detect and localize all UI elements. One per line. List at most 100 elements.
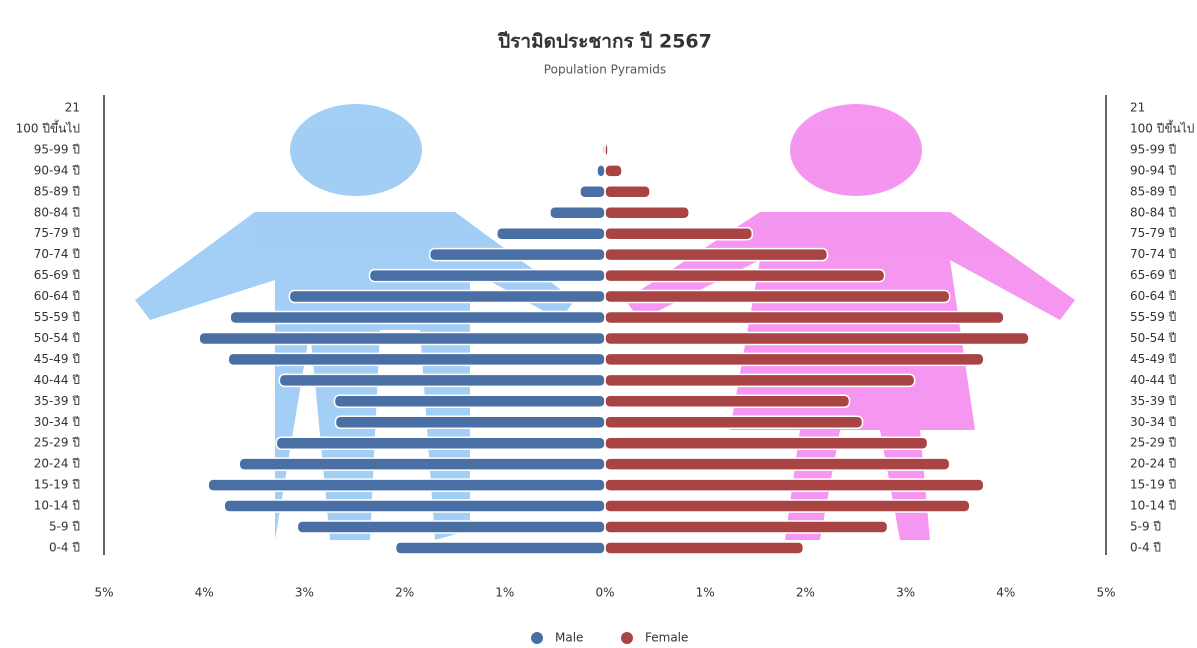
y-tick-label: 95-99 ปี — [1130, 142, 1176, 156]
y-tick-label: 30-34 ปี — [1130, 415, 1176, 429]
x-tick-label: 5% — [1096, 586, 1115, 600]
y-tick-label: 55-59 ปี — [34, 310, 80, 324]
bar — [605, 437, 928, 449]
y-tick-label: 75-79 ปี — [34, 226, 80, 240]
bar — [605, 395, 849, 407]
female-head — [790, 104, 922, 196]
y-tick-label: 45-49 ปี — [34, 352, 80, 366]
y-tick-label: 45-49 ปี — [1130, 352, 1176, 366]
bar — [224, 500, 605, 512]
y-tick-label: 0-4 ปี — [1130, 540, 1161, 554]
bar — [605, 123, 606, 135]
bar — [497, 228, 605, 240]
y-tick-label: 30-34 ปี — [34, 415, 80, 429]
bar — [230, 312, 605, 324]
bar — [279, 374, 605, 386]
x-tick-label: 5% — [94, 586, 113, 600]
bar — [276, 437, 605, 449]
y-tick-label: 20-24 ปี — [1130, 457, 1176, 471]
y-tick-label: 25-29 ปี — [1130, 436, 1176, 450]
y-tick-label: 15-19 ปี — [1130, 478, 1176, 492]
x-tick-label: 4% — [195, 586, 214, 600]
legend-label: Male — [555, 631, 583, 645]
y-tick-label: 50-54 ปี — [34, 331, 80, 345]
y-tick-label: 55-59 ปี — [1130, 310, 1176, 324]
legend-marker — [531, 632, 543, 644]
y-tick-label: 85-89 ปี — [34, 184, 80, 198]
y-tick-label: 5-9 ปี — [1130, 520, 1161, 534]
y-tick-label: 60-64 ปี — [1130, 289, 1176, 303]
bar — [239, 458, 605, 470]
bar — [605, 186, 650, 198]
bar — [605, 249, 827, 261]
bar — [605, 416, 863, 428]
y-tick-label: 10-14 ปี — [34, 499, 80, 513]
y-tick-label: 0-4 ปี — [49, 540, 80, 554]
bar — [199, 332, 605, 344]
y-tick-label: 40-44 ปี — [34, 373, 80, 387]
y-tick-label: 95-99 ปี — [34, 142, 80, 156]
y-tick-label: 40-44 ปี — [1130, 373, 1176, 387]
bar — [605, 228, 752, 240]
y-tick-label: 100 ปีขึ้นไป — [16, 119, 80, 135]
bar — [605, 479, 984, 491]
bar — [605, 500, 970, 512]
bar — [605, 270, 885, 282]
bar — [430, 249, 605, 261]
bar — [334, 395, 605, 407]
bar — [335, 416, 605, 428]
bar — [605, 144, 608, 156]
bar — [208, 479, 605, 491]
bar — [550, 207, 605, 219]
bar — [228, 353, 605, 365]
y-tick-label: 80-84 ปี — [34, 205, 80, 219]
y-tick-label: 80-84 ปี — [1130, 205, 1176, 219]
y-tick-label: 85-89 ปี — [1130, 184, 1176, 198]
bar — [605, 521, 888, 533]
bar — [597, 165, 605, 177]
y-tick-label: 35-39 ปี — [34, 394, 80, 408]
chart-subtitle: Population Pyramids — [544, 63, 666, 77]
bar — [605, 542, 803, 554]
y-tick-label: 20-24 ปี — [34, 457, 80, 471]
x-tick-label: 0% — [595, 586, 614, 600]
bar — [396, 542, 605, 554]
y-tick-label: 35-39 ปี — [1130, 394, 1176, 408]
x-tick-label: 4% — [996, 586, 1015, 600]
x-tick-label: 3% — [295, 586, 314, 600]
legend-marker — [621, 632, 633, 644]
y-tick-label: 75-79 ปี — [1130, 226, 1176, 240]
bar — [605, 207, 689, 219]
x-tick-label: 1% — [696, 586, 715, 600]
bar — [605, 291, 950, 303]
y-tick-label: 10-14 ปี — [1130, 499, 1176, 513]
y-tick-label: 100 ปีขึ้นไป — [1130, 119, 1194, 135]
y-tick-label: 70-74 ปี — [34, 247, 80, 261]
page: ปีรามิดประชากร ปี 2567 Population Pyrami… — [0, 0, 1197, 648]
chart-title: ปีรามิดประชากร ปี 2567 — [497, 31, 712, 53]
y-tick-label: 15-19 ปี — [34, 478, 80, 492]
bar — [605, 165, 622, 177]
male-head — [290, 104, 422, 196]
bar — [580, 186, 605, 198]
chart: ปีรามิดประชากร ปี 2567 Population Pyrami… — [0, 0, 1197, 648]
bar — [605, 374, 915, 386]
bar — [297, 521, 605, 533]
y-tick-label: 21 — [1130, 101, 1145, 115]
y-tick-label: 90-94 ปี — [34, 163, 80, 177]
bar — [605, 458, 950, 470]
y-tick-label: 90-94 ปี — [1130, 163, 1176, 177]
legend-label: Female — [645, 631, 688, 645]
y-tick-label: 65-69 ปี — [1130, 268, 1176, 282]
y-tick-label: 5-9 ปี — [49, 520, 80, 534]
y-tick-label: 60-64 ปี — [34, 289, 80, 303]
y-tick-label: 65-69 ปี — [34, 268, 80, 282]
y-tick-label: 25-29 ปี — [34, 436, 80, 450]
y-tick-label: 50-54 ปี — [1130, 331, 1176, 345]
bar — [605, 353, 984, 365]
y-tick-label: 70-74 ปี — [1130, 247, 1176, 261]
x-tick-label: 2% — [395, 586, 414, 600]
x-tick-label: 3% — [896, 586, 915, 600]
bar — [605, 332, 1029, 344]
bar — [605, 312, 1004, 324]
